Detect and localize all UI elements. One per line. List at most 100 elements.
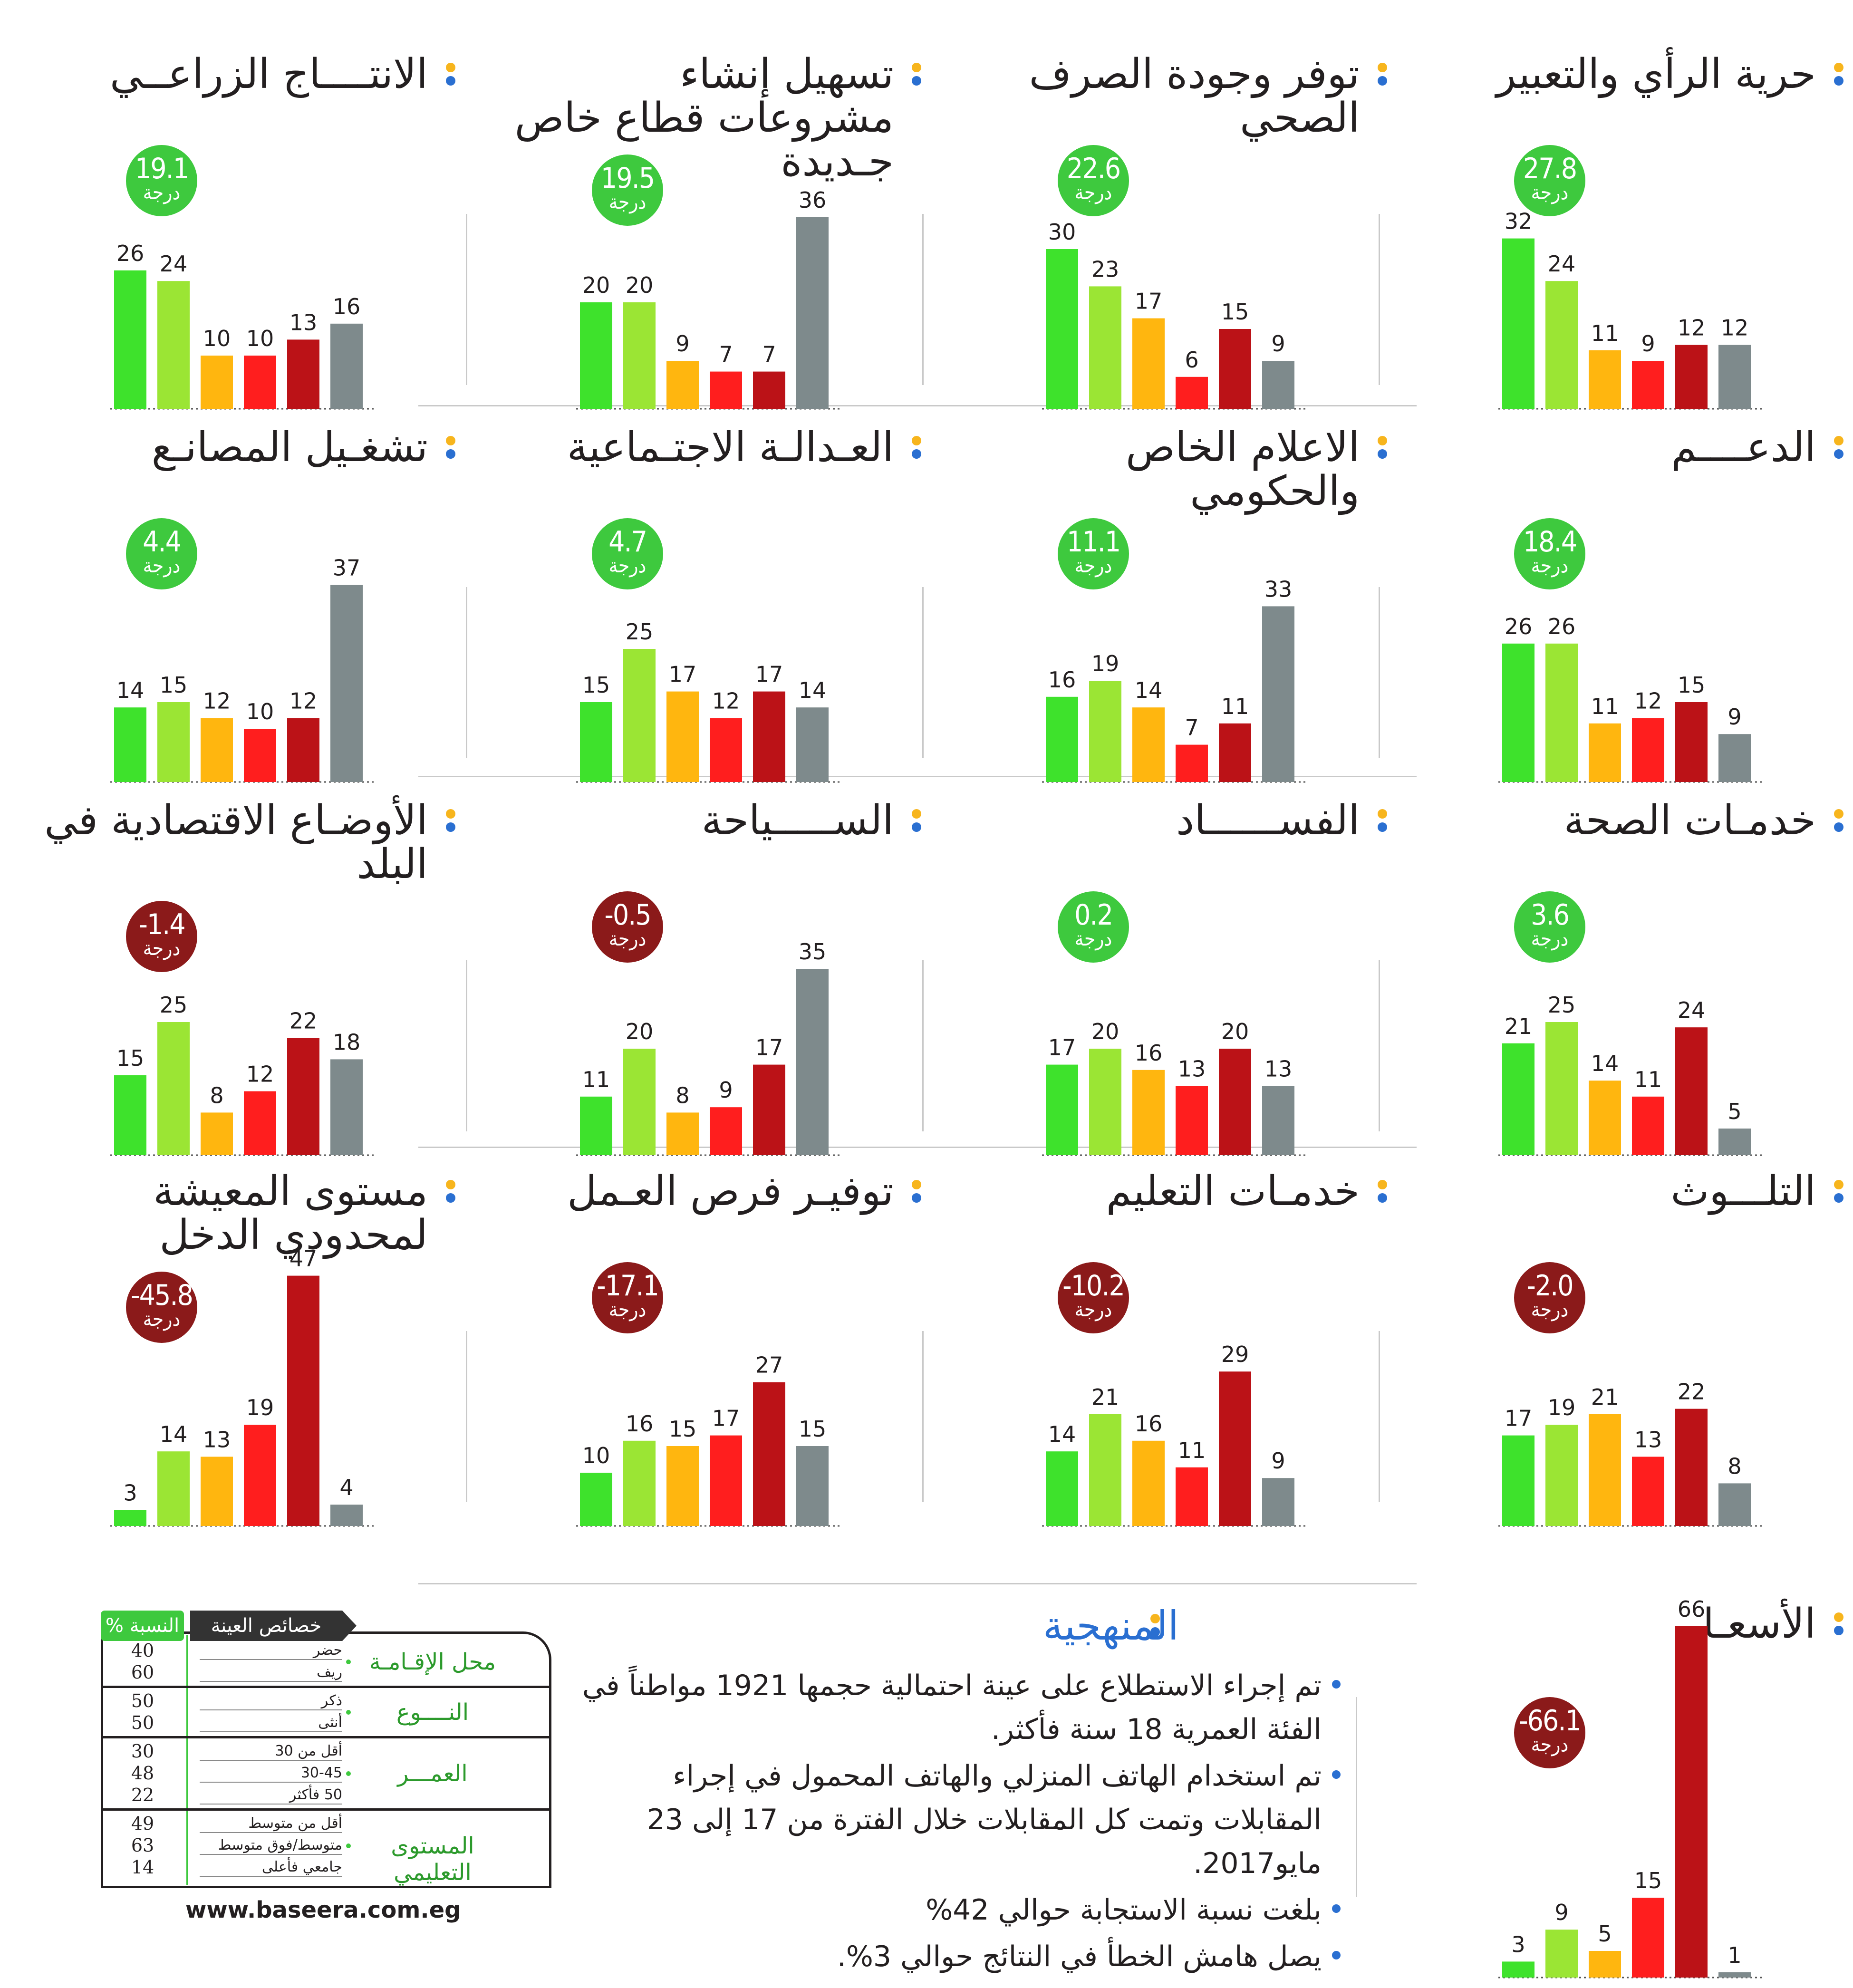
bar <box>1632 1457 1664 1526</box>
bar-value-label: 20 <box>1091 1019 1120 1044</box>
title-dots-icon <box>1834 1612 1844 1641</box>
score-badge: 11.1 درجة <box>1058 518 1129 589</box>
bar-value-label: 12 <box>1634 688 1662 714</box>
bar-chart: 16 19 14 7 11 33 <box>1042 576 1305 783</box>
score-badge: 4.4 درجة <box>126 518 197 589</box>
score-unit: درجة <box>1074 1298 1112 1321</box>
bar-chart: 21 25 14 11 24 5 <box>1498 992 1762 1156</box>
score-value: -17.1 <box>597 1269 659 1303</box>
bar-value-label: 22 <box>290 1008 318 1034</box>
score-unit: درجة <box>1531 1733 1569 1756</box>
bar <box>1502 1961 1535 1978</box>
bar-value-label: 8 <box>676 1082 689 1108</box>
bar-value-label: 24 <box>1548 251 1576 277</box>
score-unit: درجة <box>1531 181 1569 204</box>
bar <box>1089 286 1121 409</box>
bar <box>666 361 699 409</box>
bar-value-label: 15 <box>669 1416 697 1442</box>
score-badge: 3.6 درجة <box>1514 891 1585 963</box>
bar <box>1545 281 1578 409</box>
row-separator-3 <box>418 1147 1417 1148</box>
bar-value-label: 9 <box>1554 1900 1568 1925</box>
score-value: 19.1 <box>135 152 189 185</box>
score-badge: 19.5 درجة <box>592 154 663 226</box>
bar-value-label: 17 <box>712 1406 740 1431</box>
bar-value-label: 11 <box>1634 1067 1662 1092</box>
bar <box>244 729 276 782</box>
bar-value-label: 18 <box>333 1029 361 1055</box>
bar-value-label: 25 <box>626 619 654 645</box>
bar <box>1718 734 1751 782</box>
bar-value-label: 25 <box>1548 992 1576 1018</box>
bar-value-label: 20 <box>626 272 654 298</box>
score-badge: 4.7 درجة <box>592 518 663 589</box>
sample-category: النــــوع <box>396 1699 469 1726</box>
bar <box>1718 1483 1751 1526</box>
bar <box>1675 1409 1708 1526</box>
title-dots-icon <box>1378 436 1388 464</box>
bar-value-label: 16 <box>333 294 361 319</box>
bar-value-label: 12 <box>1678 315 1706 341</box>
bar <box>753 1382 785 1526</box>
bar <box>1502 643 1535 782</box>
sample-category: محل الإقـامـة <box>369 1649 496 1675</box>
bar-chart: 11 20 8 9 17 35 <box>576 939 840 1156</box>
chart-title: الانتــــاج الزراعــي <box>109 50 428 98</box>
bar-value-label: 13 <box>1264 1056 1293 1081</box>
bar <box>1262 606 1294 782</box>
bar <box>623 649 656 782</box>
methodology-dots-icon <box>1150 1614 1161 1642</box>
chart-title: توفيـر فرص العـمل <box>567 1168 894 1215</box>
title-dots-icon <box>1378 63 1388 91</box>
bar <box>1176 376 1208 409</box>
bar <box>1589 1081 1621 1155</box>
bar-value-label: 17 <box>755 1035 783 1061</box>
bar-value-label: 14 <box>1591 1051 1619 1076</box>
bar <box>1675 702 1708 782</box>
score-value: -45.8 <box>131 1279 193 1312</box>
bar <box>1176 744 1208 782</box>
bar <box>201 1112 233 1155</box>
bar <box>114 707 146 782</box>
bar-chart: 26 26 11 12 15 9 <box>1498 614 1762 783</box>
bar-chart: 20 20 9 7 7 36 <box>576 187 840 410</box>
bar-value-label: 7 <box>762 342 776 367</box>
bar <box>1675 1626 1708 1978</box>
bar <box>710 371 742 409</box>
bar-value-label: 19 <box>1548 1395 1576 1420</box>
bar-value-label: 26 <box>1548 614 1576 639</box>
bar <box>1718 1129 1751 1155</box>
chart-panel: الأسعـار -66.1 درجة 3 9 5 15 66 1 <box>1417 1596 1844 1978</box>
bar <box>1089 1049 1121 1155</box>
sample-group-separator <box>101 1686 551 1688</box>
score-value: 4.7 <box>608 525 647 559</box>
sample-column-divider <box>186 1635 188 1885</box>
chart-panel: الأوضـاع الاقتصادية في البلد -1.4 درجة 15 25… <box>29 799 456 1160</box>
chart-panel: العـدالـة الاجتـماعية 4.7 درجة 15 25 17 12 17 14 <box>494 425 922 787</box>
sample-row-label: حضر <box>200 1642 342 1660</box>
bar-value-label: 15 <box>1634 1868 1662 1893</box>
bar <box>1502 238 1535 409</box>
title-dots-icon <box>446 63 456 91</box>
bar-value-label: 36 <box>799 187 827 213</box>
chart-panel: خدمـات التعليم -10.2 درجة 14 21 16 11 29 9 <box>960 1169 1388 1531</box>
bar-value-label: 17 <box>669 662 697 687</box>
bar-value-label: 11 <box>582 1067 610 1092</box>
bar-value-label: 29 <box>1221 1341 1249 1367</box>
bar-chart: 14 21 16 11 29 9 <box>1042 1341 1305 1527</box>
score-unit: درجة <box>1531 1298 1569 1321</box>
bar <box>114 270 146 409</box>
column-separator <box>1379 214 1380 385</box>
methodology-list: تم إجراء الاستطلاع على عينة احتمالية حجم… <box>561 1664 1341 1981</box>
bar-value-label: 24 <box>1678 997 1706 1023</box>
bar <box>1132 1440 1165 1526</box>
bar <box>580 302 612 409</box>
bar-chart: 10 16 15 17 27 15 <box>576 1352 840 1527</box>
methodology-title: المنهجية <box>1042 1602 1179 1649</box>
chart-title: تشغـيل المصانـع <box>151 424 428 471</box>
title-dots-icon <box>1378 809 1388 838</box>
bar <box>1632 361 1664 409</box>
bar <box>1718 1972 1751 1978</box>
bar-value-label: 17 <box>1048 1035 1076 1061</box>
sample-category: المستوى التعليمي <box>391 1833 474 1886</box>
